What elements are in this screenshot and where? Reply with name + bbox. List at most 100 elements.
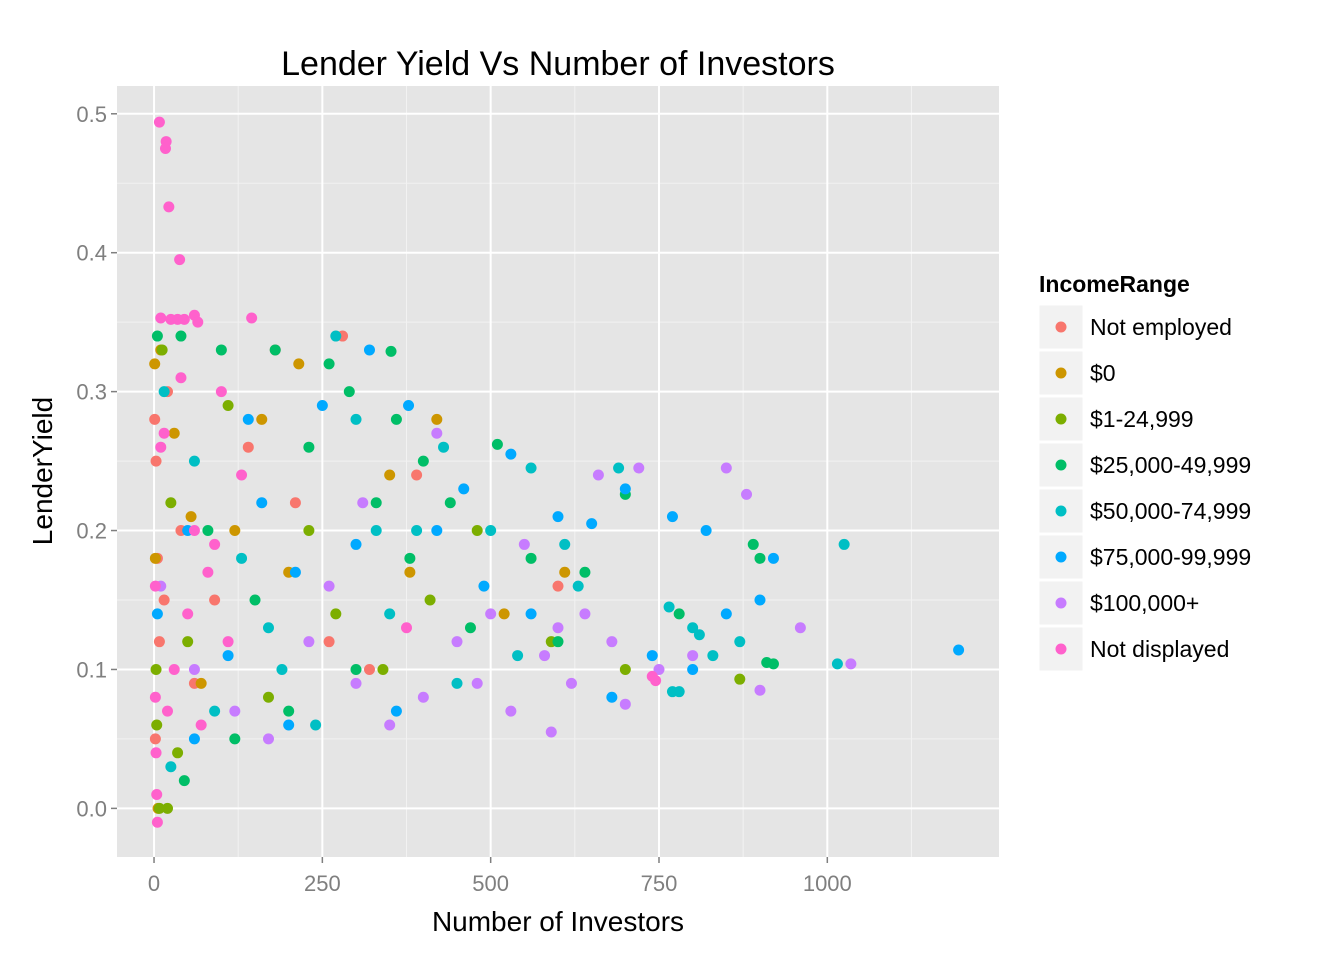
data-point xyxy=(363,344,375,356)
legend-swatch xyxy=(1055,643,1067,655)
data-point xyxy=(350,538,362,550)
data-point xyxy=(202,525,214,537)
legend-title: IncomeRange xyxy=(1039,271,1190,297)
data-point xyxy=(155,312,167,324)
data-point xyxy=(613,462,625,474)
data-point xyxy=(229,733,241,745)
data-point xyxy=(150,663,162,675)
data-point xyxy=(188,733,200,745)
data-point xyxy=(172,747,184,759)
data-point xyxy=(485,608,497,620)
data-point xyxy=(619,698,631,710)
data-point xyxy=(579,566,591,578)
data-point xyxy=(262,733,274,745)
data-point xyxy=(754,552,766,564)
data-point xyxy=(545,726,557,738)
data-point xyxy=(438,441,450,453)
legend-swatch xyxy=(1055,597,1067,609)
data-point xyxy=(209,538,221,550)
data-point xyxy=(236,469,248,481)
data-point xyxy=(222,650,234,662)
data-point xyxy=(687,650,699,662)
data-point xyxy=(242,441,254,453)
legend-label: $75,000-99,999 xyxy=(1090,544,1251,570)
data-point xyxy=(158,427,170,439)
data-point xyxy=(404,552,416,564)
data-point xyxy=(491,438,503,450)
data-point xyxy=(384,608,396,620)
data-point xyxy=(222,400,234,412)
data-point xyxy=(363,663,375,675)
x-axis-title: Number of Investors xyxy=(432,906,684,937)
data-point xyxy=(151,330,163,342)
data-point xyxy=(209,705,221,717)
data-point xyxy=(720,462,732,474)
data-point xyxy=(370,497,382,509)
data-point xyxy=(357,497,369,509)
data-point xyxy=(310,719,322,731)
data-point xyxy=(182,636,194,648)
data-point xyxy=(158,386,170,398)
data-point xyxy=(431,525,443,537)
data-point xyxy=(693,629,705,641)
data-point xyxy=(505,705,517,717)
data-point xyxy=(283,705,295,717)
y-tick-label: 0.1 xyxy=(76,657,107,682)
data-point xyxy=(182,608,194,620)
data-point xyxy=(149,580,161,592)
data-point xyxy=(767,658,779,670)
data-point xyxy=(478,580,490,592)
data-point xyxy=(161,705,173,717)
legend-label: $1-24,999 xyxy=(1090,406,1194,432)
data-point xyxy=(720,608,732,620)
legend: IncomeRange Not employed $0 $1-24,999 $25,0… xyxy=(1038,271,1251,672)
data-point xyxy=(185,511,197,523)
data-point xyxy=(175,372,187,384)
data-point xyxy=(471,677,483,689)
data-point xyxy=(403,400,415,412)
data-point xyxy=(150,747,162,759)
data-point xyxy=(202,566,214,578)
data-point xyxy=(330,608,342,620)
data-point xyxy=(552,580,564,592)
data-point xyxy=(303,636,315,648)
data-point xyxy=(195,719,207,731)
data-point xyxy=(619,663,631,675)
data-point xyxy=(741,488,753,500)
chart-title: Lender Yield Vs Number of Investors xyxy=(281,45,835,83)
data-point xyxy=(256,497,268,509)
data-point xyxy=(316,400,328,412)
data-point xyxy=(256,413,268,425)
data-point xyxy=(209,594,221,606)
data-point xyxy=(552,636,564,648)
data-point xyxy=(323,580,335,592)
data-point xyxy=(464,622,476,634)
data-point xyxy=(485,525,497,537)
data-point xyxy=(831,658,843,670)
data-point xyxy=(350,413,362,425)
legend-swatch xyxy=(1055,505,1067,517)
data-point xyxy=(633,462,645,474)
data-point xyxy=(165,761,177,773)
data-point xyxy=(159,143,171,155)
data-point xyxy=(404,566,416,578)
data-point xyxy=(687,622,699,634)
data-point xyxy=(953,644,965,656)
data-point xyxy=(262,622,274,634)
data-point xyxy=(653,663,665,675)
data-point xyxy=(215,344,227,356)
data-point xyxy=(451,636,463,648)
data-point xyxy=(606,636,618,648)
data-point xyxy=(673,608,685,620)
x-tick-label: 0 xyxy=(148,871,160,896)
data-point xyxy=(525,608,537,620)
legend-label: $50,000-74,999 xyxy=(1090,498,1251,524)
data-point xyxy=(330,330,342,342)
data-point xyxy=(161,802,173,814)
data-point xyxy=(150,455,162,467)
data-point xyxy=(283,719,295,731)
data-point xyxy=(303,525,315,537)
data-point xyxy=(687,663,699,675)
legend-label: Not displayed xyxy=(1090,636,1229,662)
data-point xyxy=(175,330,187,342)
